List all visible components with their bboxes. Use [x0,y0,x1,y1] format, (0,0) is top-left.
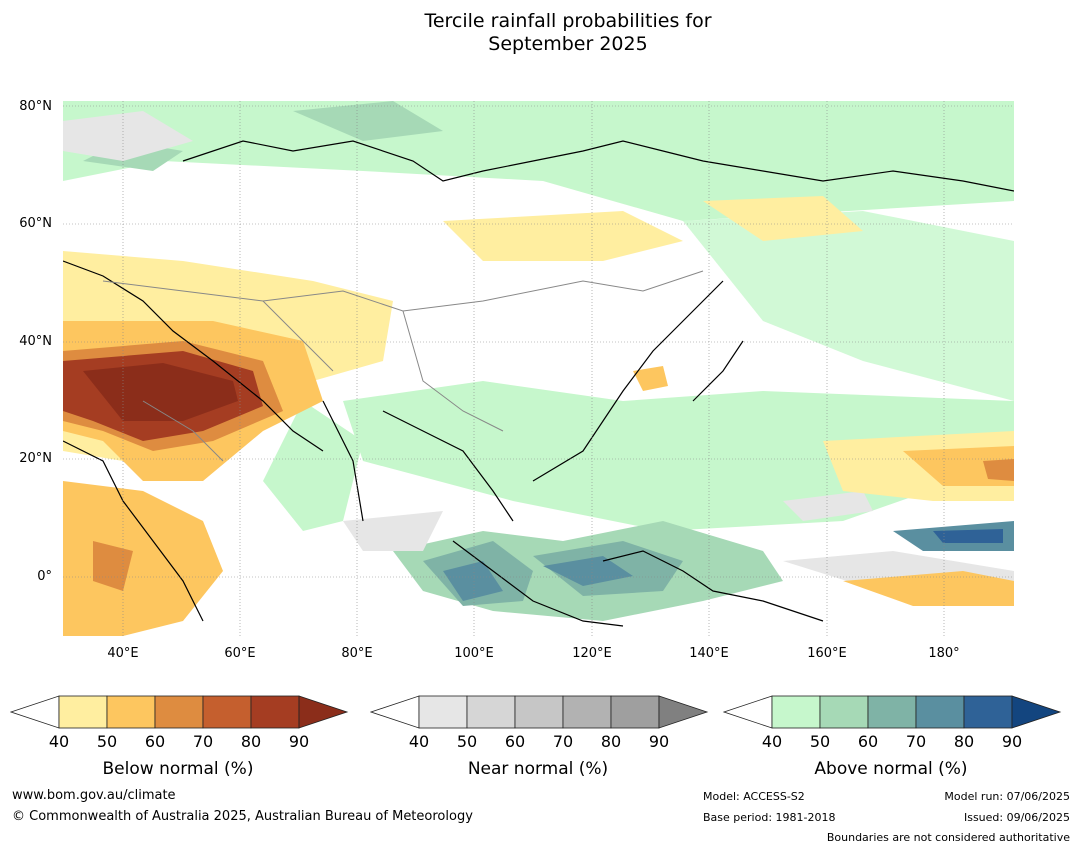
above-normal-patches [63,101,1014,621]
colorbar-max-arrow [1011,695,1062,729]
title-line-2: September 2025 [488,33,648,55]
colorbar-swatch [963,695,1013,729]
colorbar-tick-label: 50 [96,732,118,751]
colorbar-swatch [202,695,252,729]
lat-label-40n: 40°N [19,334,52,349]
near-normal-label: Near normal (%) [467,759,609,779]
lat-label-60n: 60°N [19,216,52,231]
colorbar-tick-label: 80 [240,732,262,751]
colorbar-tick-label: 40 [761,732,783,751]
colorbar-tick-label: 60 [857,732,879,751]
lon-label-140e: 140°E [689,646,729,661]
lon-label-100e: 100°E [454,646,494,661]
colorbar-tick-label: 70 [552,732,574,751]
colorbar-tick-label: 90 [648,732,670,751]
base-period-text: Base period: 1981-2018 [703,811,836,824]
colorbar-tick-label: 80 [600,732,622,751]
colorbar-swatch [867,695,917,729]
lon-label-180: 180° [928,646,960,661]
colorbar-swatch [418,695,468,729]
lat-label-0: 0° [37,569,52,584]
below-normal-label: Below normal (%) [102,759,254,779]
model-run-text: Model run: 07/06/2025 [944,790,1070,803]
colorbar-swatch [562,695,612,729]
lon-label-60e: 60°E [224,646,256,661]
lat-label-20n: 20°N [19,451,52,466]
rainfall-probability-map [63,101,1014,636]
colorbar-min-arrow [370,695,420,729]
lat-label-80n: 80°N [19,99,52,114]
below-normal-colorbar [10,695,349,729]
colorbar-max-arrow [298,695,349,729]
colorbar-tick-label: 70 [192,732,214,751]
colorbar-min-arrow [10,695,60,729]
colorbar-tick-label: 40 [48,732,70,751]
colorbar-swatch [819,695,869,729]
colorbar-min-arrow [723,695,773,729]
copyright-text: © Commonwealth of Australia 2025, Austra… [12,809,473,824]
colorbar-swatch [514,695,564,729]
colorbar-swatch [58,695,108,729]
colorbar-swatch [610,695,660,729]
lon-label-80e: 80°E [341,646,373,661]
above-normal-label: Above normal (%) [814,759,968,779]
colorbar-max-arrow [658,695,709,729]
lon-label-160e: 160°E [807,646,847,661]
issued-text: Issued: 09/06/2025 [963,811,1070,824]
above-normal-colorbar [723,695,1062,729]
colorbar-tick-label: 60 [504,732,526,751]
gridlines [63,101,1014,636]
colorbar-swatch [771,695,821,729]
map-title: Tercile rainfall probabilities for Septe… [0,10,1081,56]
colorbar-tick-label: 40 [408,732,430,751]
colorbar-tick-label: 90 [1001,732,1023,751]
model-text: Model: ACCESS-S2 [703,790,805,803]
boundaries-text: Boundaries are not considered authoritat… [826,831,1070,844]
colorbar-tick-label: 80 [953,732,975,751]
website-link[interactable]: www.bom.gov.au/climate [12,788,176,803]
colorbar-swatch [466,695,516,729]
lon-label-40e: 40°E [107,646,139,661]
title-line-1: Tercile rainfall probabilities for [424,10,712,32]
colorbar-tick-label: 90 [288,732,310,751]
colorbar-swatch [915,695,965,729]
colorbar-swatch [154,695,204,729]
lon-label-120e: 120°E [572,646,612,661]
colorbar-swatch [250,695,300,729]
map-canvas [63,101,1014,636]
near-normal-colorbar [370,695,709,729]
country-borders [102,270,704,462]
colorbar-tick-label: 50 [809,732,831,751]
colorbar-tick-label: 50 [456,732,478,751]
colorbar-swatch [106,695,156,729]
colorbar-tick-label: 70 [905,732,927,751]
colorbar-tick-label: 60 [144,732,166,751]
coastlines [63,140,1014,627]
